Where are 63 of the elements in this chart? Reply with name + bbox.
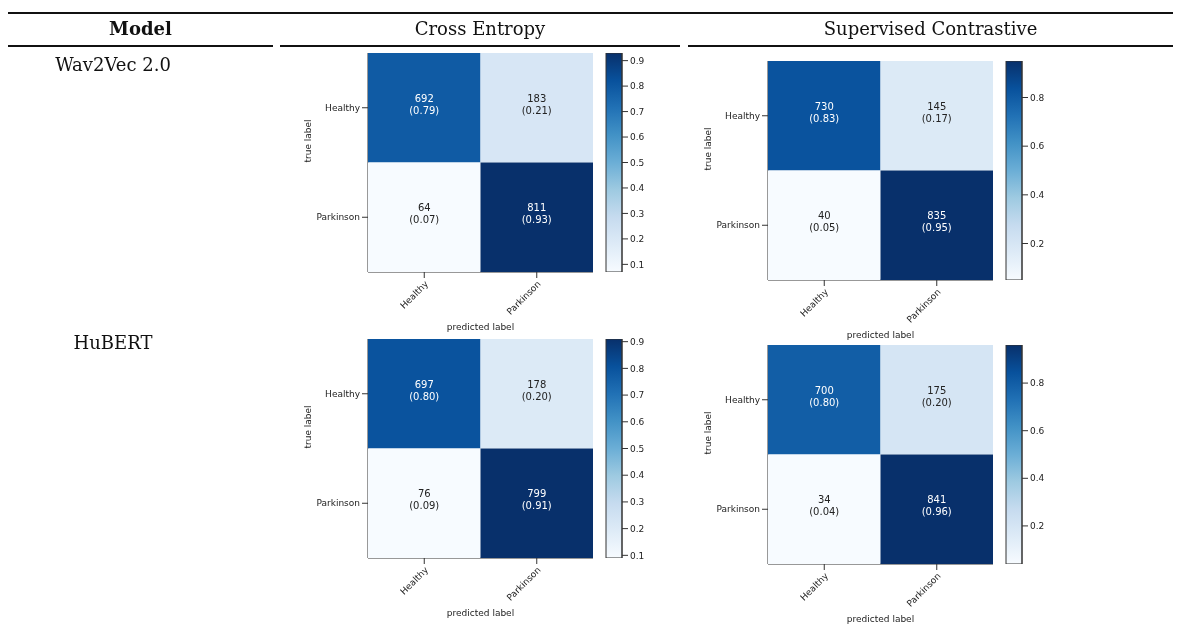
- color-bar-label: 0.6: [1030, 425, 1045, 436]
- data-label: 730 (0.83): [809, 100, 840, 124]
- color-bar-label: 0.4: [1030, 473, 1045, 484]
- x-axis-title: predicted label: [445, 322, 516, 332]
- y-axis-title: true label: [703, 127, 714, 171]
- data-label: 841 (0.96): [921, 494, 952, 518]
- color-bar-label: 0.4: [1030, 190, 1045, 201]
- color-bar-label: 0.6: [630, 416, 645, 427]
- color-bar-label: 0.8: [1030, 378, 1045, 389]
- data-label: 175 (0.20): [921, 384, 952, 408]
- y-axis-title: true label: [303, 405, 314, 449]
- data-label: 811 (0.93): [521, 202, 552, 226]
- y-axis-title: true label: [703, 411, 714, 455]
- color-bar-label: 0.3: [630, 497, 645, 508]
- data-label: 799 (0.91): [521, 488, 552, 512]
- color-bar-label: 0.1: [630, 259, 645, 270]
- data-label: 145 (0.17): [921, 100, 952, 124]
- data-label: 697 (0.80): [409, 378, 440, 402]
- text: Cross Entropy: [413, 18, 547, 39]
- y-tick-label: Healthy: [725, 394, 761, 405]
- y-tick-label: Parkinson: [316, 498, 360, 509]
- y-tick-label: Parkinson: [316, 212, 360, 223]
- color-bar-label: 0.4: [630, 470, 645, 481]
- data-label: 692 (0.79): [409, 92, 440, 116]
- color-bar-label: 0.8: [1030, 92, 1045, 103]
- color-bar-label: 0.6: [630, 132, 645, 143]
- color-bar-label: 0.5: [630, 443, 645, 454]
- color-bar-label: 0.1: [630, 550, 645, 561]
- color-bar-label: 0.2: [1030, 521, 1045, 532]
- color-bar-label: 0.2: [630, 523, 645, 534]
- data-label: 183 (0.21): [521, 92, 552, 116]
- color-bar-label: 0.3: [630, 208, 645, 219]
- y-tick-label: Healthy: [725, 110, 761, 121]
- color-bar-label: 0.8: [630, 81, 645, 92]
- text: Supervised Contrastive: [822, 18, 1039, 39]
- color-bar-label: 0.8: [630, 363, 645, 374]
- data-label: 76 (0.09): [409, 488, 440, 512]
- data-label: 835 (0.95): [921, 210, 952, 234]
- color-bar-label: 0.9: [630, 55, 645, 66]
- color-bar-label: 0.2: [1030, 238, 1045, 249]
- data-label: 178 (0.20): [521, 378, 552, 402]
- x-axis-title: predicted label: [445, 608, 516, 618]
- text: Wav2Vec 2.0: [54, 54, 172, 75]
- data-label: 34 (0.04): [809, 494, 840, 518]
- data-label: 64 (0.07): [409, 202, 440, 226]
- y-tick-label: Healthy: [325, 388, 361, 399]
- data-label: 700 (0.80): [809, 384, 840, 408]
- x-axis-title: predicted label: [845, 330, 916, 340]
- color-bar-label: 0.4: [630, 183, 645, 194]
- y-tick-label: Parkinson: [716, 220, 760, 231]
- color-bar-label: 0.6: [1030, 141, 1045, 152]
- text: Model: [108, 18, 173, 39]
- x-axis-title: predicted label: [845, 614, 916, 624]
- color-bar-label: 0.7: [630, 106, 645, 117]
- data-label: 40 (0.05): [809, 210, 840, 234]
- text: HuBERT: [72, 332, 154, 353]
- y-tick-label: Healthy: [325, 102, 361, 113]
- color-bar-label: 0.2: [630, 234, 645, 245]
- color-bar-label: 0.7: [630, 390, 645, 401]
- color-bar-label: 0.9: [630, 336, 645, 347]
- y-axis-title: true label: [303, 119, 314, 163]
- color-bar-label: 0.5: [630, 157, 645, 168]
- y-tick-label: Parkinson: [716, 504, 760, 515]
